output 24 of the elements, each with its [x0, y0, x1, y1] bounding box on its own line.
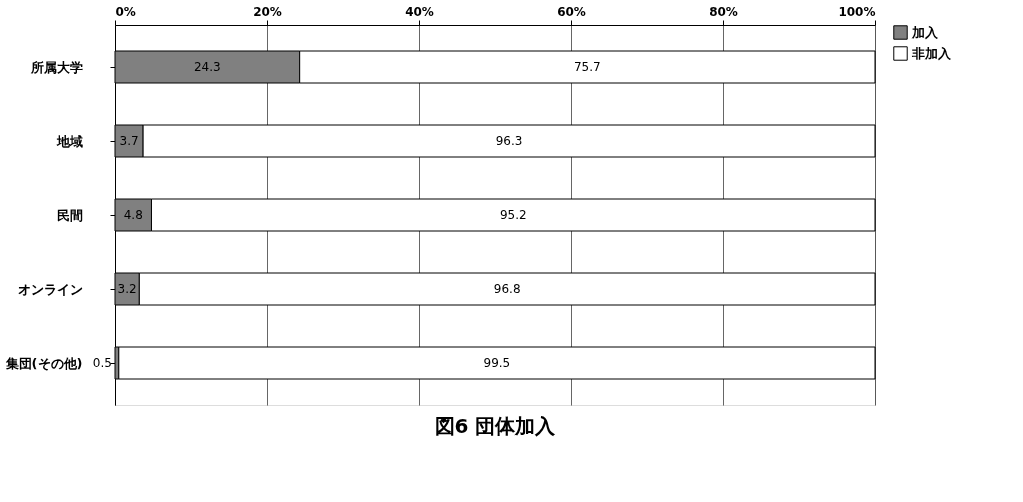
legend-label: 加入	[911, 24, 939, 40]
data-label: 3.2	[117, 282, 137, 296]
data-label: 75.7	[573, 60, 601, 74]
x-tick-label: 40%	[405, 4, 434, 19]
data-label: 96.8	[493, 282, 521, 296]
y-tick-label: 民間	[56, 207, 83, 223]
data-label: 0.5	[92, 356, 112, 370]
x-tick-label: 0%	[115, 4, 136, 19]
y-tick-label: 集団(その他)	[4, 355, 83, 371]
x-tick-label: 20%	[253, 4, 282, 19]
data-label: 3.7	[119, 134, 139, 148]
legend-label: 非加入	[911, 45, 952, 61]
x-tick-label: 80%	[709, 4, 738, 19]
data-label: 96.3	[495, 134, 523, 148]
x-tick-label: 100%	[838, 4, 876, 19]
y-tick-label: オンライン	[17, 281, 83, 297]
y-tick-label: 所属大学	[29, 59, 83, 75]
data-label: 99.5	[483, 356, 511, 370]
data-label: 4.8	[123, 208, 143, 222]
data-label: 95.2	[499, 208, 527, 222]
y-tick-label: 地域	[55, 133, 83, 149]
x-tick-label: 60%	[557, 4, 586, 19]
data-label: 24.3	[193, 60, 221, 74]
text: 図6 団体加入	[434, 414, 557, 438]
